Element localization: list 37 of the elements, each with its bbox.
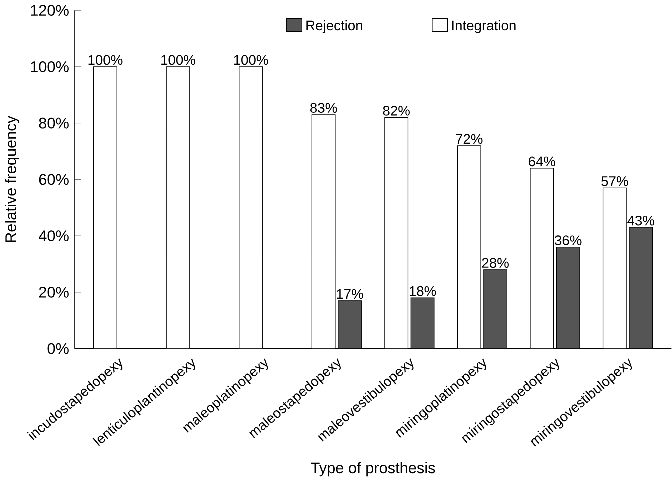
- data-label: 36%: [555, 236, 582, 246]
- y-tick-label: 20%: [39, 287, 69, 298]
- bar: [338, 300, 362, 349]
- data-label: 83%: [310, 103, 338, 114]
- data-label: 28%: [482, 258, 509, 268]
- y-tick-label: 100%: [31, 62, 69, 73]
- bar: [94, 66, 118, 349]
- bar: [556, 247, 580, 349]
- y-tick-label: 120%: [31, 5, 69, 16]
- bar: [312, 114, 336, 349]
- bar: [530, 168, 554, 349]
- legend-label: Integration: [452, 20, 516, 34]
- legend-label: Rejection: [306, 20, 362, 34]
- data-label: 72%: [456, 134, 483, 144]
- bar: [457, 146, 482, 349]
- y-tick-label: 0%: [48, 344, 69, 354]
- y-tick-label: 60%: [39, 174, 69, 186]
- bar: [410, 298, 435, 349]
- data-label: 100%: [162, 55, 196, 66]
- data-label: 43%: [628, 216, 655, 226]
- data-label: 100%: [88, 55, 123, 66]
- y-tick-label: 40%: [38, 230, 69, 242]
- data-label: 18%: [410, 286, 436, 296]
- bar: [239, 66, 263, 349]
- data-label: 17%: [337, 289, 364, 300]
- y-axis-title: Relative frequency: [5, 116, 20, 242]
- bar: [166, 66, 190, 349]
- data-label: 64%: [528, 156, 556, 167]
- bar: [602, 188, 627, 349]
- bar: [384, 118, 409, 349]
- data-label: 82%: [383, 106, 410, 116]
- bar: [629, 227, 654, 349]
- y-tick-label: 80%: [39, 118, 69, 129]
- data-label: 57%: [602, 176, 628, 186]
- bar: [484, 270, 508, 349]
- data-label: 100%: [234, 55, 268, 66]
- x-axis-title: Type of prosthesis: [311, 462, 436, 477]
